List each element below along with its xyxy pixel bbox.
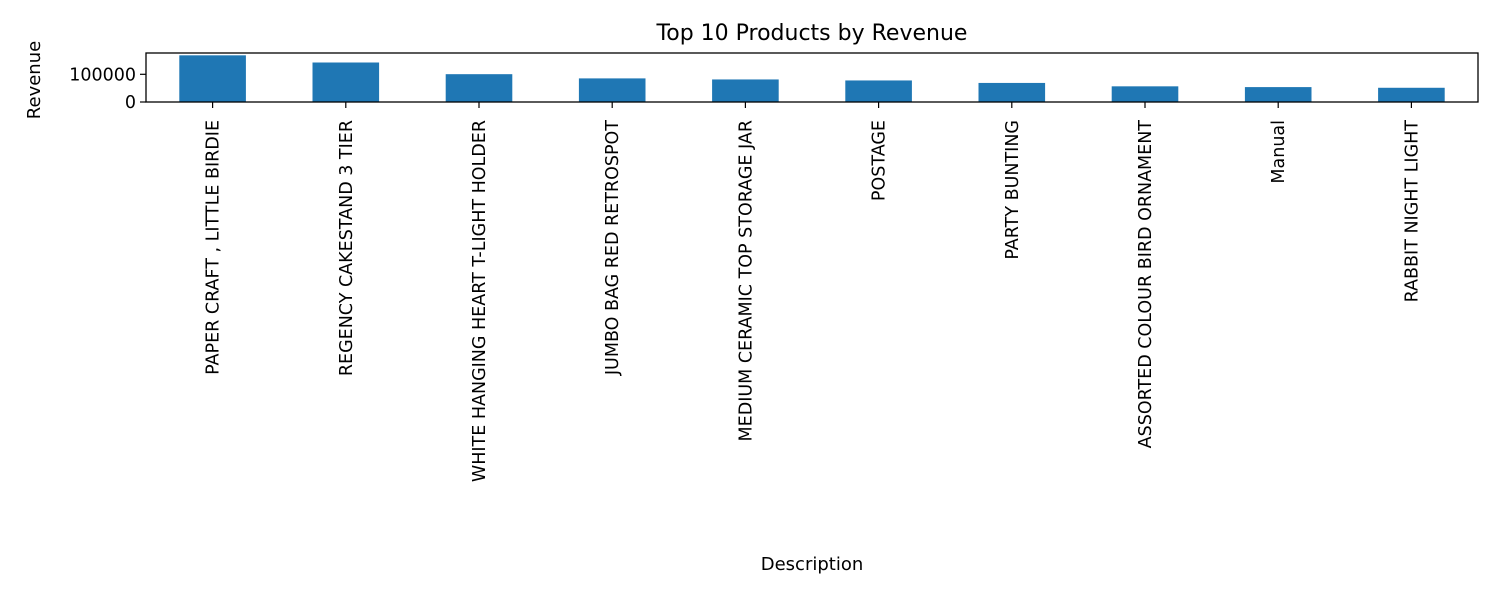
bar-7 [978, 82, 1046, 102]
y-tick-label: 100000 [69, 65, 136, 85]
x-tick-label: REGENCY CAKESTAND 3 TIER [337, 120, 357, 376]
x-tick-label: PARTY BUNTING [1003, 120, 1023, 260]
bar-3 [445, 74, 513, 102]
bar-6 [845, 80, 912, 102]
x-tick-label: ASSORTED COLOUR BIRD ORNAMENT [1136, 120, 1156, 449]
bar-5 [712, 79, 779, 102]
y-tick-label: 0 [125, 93, 136, 113]
bar-9 [1244, 87, 1312, 102]
chart-title: Top 10 Products by Revenue [656, 21, 968, 46]
bar-10 [1378, 87, 1445, 102]
bar-4 [578, 78, 646, 102]
plot-frame [145, 52, 1479, 103]
bar-1 [179, 55, 246, 102]
x-tick-label: RABBIT NIGHT LIGHT [1402, 120, 1422, 303]
x-tick-label: Manual [1269, 120, 1289, 184]
bar-8 [1111, 86, 1179, 102]
bar-2 [312, 62, 380, 102]
x-tick-label: JUMBO BAG RED RETROSPOT [603, 120, 623, 376]
x-tick-label: WHITE HANGING HEART T-LIGHT HOLDER [470, 120, 490, 482]
x-axis: PAPER CRAFT , LITTLE BIRDIE REGENCY CAKES… [204, 102, 1422, 482]
x-tick-label: MEDIUM CERAMIC TOP STORAGE JAR [736, 120, 756, 441]
x-tick-label: PAPER CRAFT , LITTLE BIRDIE [204, 120, 224, 375]
x-tick-label: POSTAGE [870, 120, 890, 201]
y-axis-label: Revenue [24, 41, 45, 119]
bars-layer [179, 55, 1445, 102]
y-axis: 0 100000 [69, 65, 146, 113]
x-axis-label: Description [761, 554, 864, 575]
